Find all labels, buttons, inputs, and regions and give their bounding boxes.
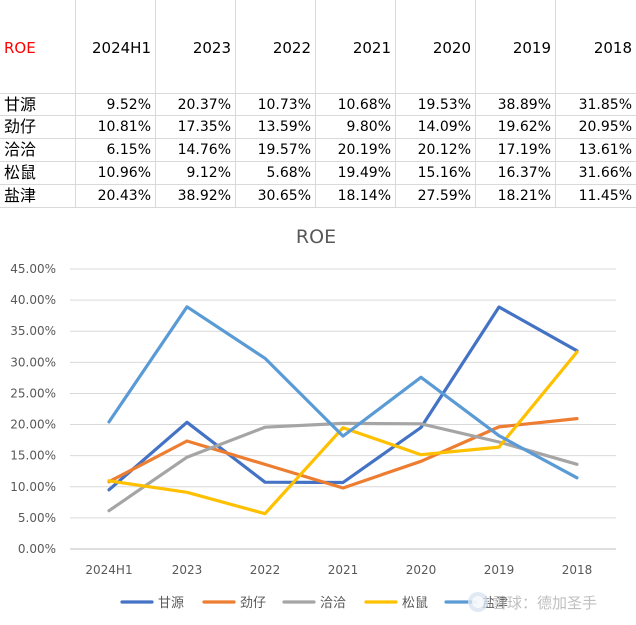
y-tick-label: 0.00% (18, 542, 56, 556)
x-tick-label: 2018 (562, 563, 593, 577)
table-cell: 9.80% (346, 119, 391, 135)
y-tick-label: 40.00% (10, 293, 56, 307)
table-column-header: 2018 (593, 39, 632, 57)
table-cell: 10.68% (337, 97, 391, 113)
legend-item: 甘源 (120, 596, 184, 611)
table-cell: 20.19% (337, 142, 391, 158)
table-cell: 9.12% (186, 165, 231, 181)
series-line-甘源 (107, 305, 579, 492)
table-cell: 19.62% (497, 119, 551, 135)
table-column-divider (395, 0, 396, 208)
legend-item: 松鼠 (364, 596, 428, 611)
legend-label: 甘源 (158, 596, 184, 611)
table-column-divider (155, 0, 156, 208)
legend-item: 劲仔 (202, 596, 266, 611)
table-row-divider (0, 138, 636, 139)
table-column-divider (475, 0, 476, 208)
series-line-洽洽 (107, 421, 579, 513)
y-tick-label: 25.00% (10, 386, 56, 400)
y-tick-label: 30.00% (10, 355, 56, 369)
data-table: ROE 2024H1 2023 2022 2021 2020 2019 2018 甘源 9.52%… (0, 0, 636, 208)
y-tick-label: 35.00% (10, 324, 56, 338)
table-cell: 15.16% (417, 165, 471, 181)
table-cell: 17.19% (497, 142, 551, 158)
roe-line-chart: ROE 0.00% 5.00% 10.00% 15.00% 20.00% 25.00% 30… (10, 226, 616, 612)
watermark-text: 雪球：德加圣手 (492, 594, 597, 612)
series-line-劲仔 (107, 417, 579, 490)
table-column-header: 2024H1 (92, 39, 151, 57)
table-row-label: 松鼠 (4, 163, 37, 182)
table-column-header: 2022 (272, 39, 311, 57)
table-cell: 27.59% (417, 188, 471, 204)
table-corner-label: ROE (4, 39, 36, 57)
table-cell: 5.68% (266, 165, 311, 181)
table-cell: 10.73% (257, 97, 311, 113)
x-tick-label: 2024H1 (85, 563, 132, 577)
y-tick-label: 45.00% (10, 262, 56, 276)
table-column-divider (235, 0, 236, 208)
x-tick-label: 2023 (172, 563, 203, 577)
x-tick-label: 2022 (250, 563, 281, 577)
table-row-label: 盐津 (4, 186, 37, 205)
table-cell: 20.95% (578, 119, 632, 135)
watermark: 雪球：德加圣手 (468, 592, 597, 612)
table-row-label: 洽洽 (4, 140, 37, 159)
y-tick-label: 10.00% (10, 480, 56, 494)
legend-label: 劲仔 (240, 596, 266, 611)
snowball-logo-icon (468, 592, 488, 612)
legend-item: 洽洽 (282, 596, 346, 611)
y-tick-label: 20.00% (10, 418, 56, 432)
table-cell: 17.35% (177, 119, 231, 135)
chart-title: ROE (296, 226, 336, 248)
table-cell: 16.37% (497, 165, 551, 181)
table-cell: 10.81% (97, 119, 151, 135)
x-tick-label: 2019 (484, 563, 515, 577)
table-column-divider (315, 0, 316, 208)
table-cell: 10.96% (97, 165, 151, 181)
x-tick-label: 2020 (406, 563, 437, 577)
table-cell: 6.15% (106, 142, 151, 158)
table-cell: 31.66% (578, 165, 632, 181)
table-cell: 18.14% (337, 188, 391, 204)
table-row-label: 劲仔 (4, 117, 37, 136)
table-cell: 20.37% (177, 97, 231, 113)
table-cell: 20.12% (417, 142, 471, 158)
table-cell: 19.57% (257, 142, 311, 158)
legend-label: 松鼠 (402, 596, 428, 611)
table-cell: 38.92% (177, 188, 231, 204)
table-column-divider (75, 0, 76, 208)
table-cell: 31.85% (578, 97, 632, 113)
table-column-header: 2021 (352, 39, 391, 57)
table-row-divider (0, 161, 636, 162)
table-column-header: 2020 (432, 39, 471, 57)
table-cell: 14.09% (417, 119, 471, 135)
table-column-header: 2019 (512, 39, 551, 57)
table-cell: 19.49% (337, 165, 391, 181)
table-cell: 13.59% (257, 119, 311, 135)
table-cell: 9.52% (106, 97, 151, 113)
table-cell: 30.65% (257, 188, 311, 204)
table-row-divider (0, 93, 636, 94)
table-cell: 14.76% (177, 142, 231, 158)
table-row-divider (0, 207, 636, 208)
legend-label: 盐津 (482, 596, 508, 611)
table-column-divider (555, 0, 556, 208)
series-line-盐津 (107, 305, 579, 480)
table-row-label: 甘源 (4, 95, 37, 114)
y-tick-label: 15.00% (10, 449, 56, 463)
table-cell: 18.21% (497, 188, 551, 204)
series-line-松鼠 (107, 350, 579, 516)
table-cell: 19.53% (417, 97, 471, 113)
table-cell: 20.43% (97, 188, 151, 204)
table-row-divider (0, 184, 636, 185)
table-column-header: 2023 (192, 39, 231, 57)
x-tick-label: 2021 (328, 563, 359, 577)
y-tick-label: 5.00% (18, 511, 56, 525)
table-row-divider (0, 115, 636, 116)
legend-label: 洽洽 (320, 596, 346, 611)
table-cell: 13.61% (578, 142, 632, 158)
table-cell: 38.89% (497, 97, 551, 113)
table-cell: 11.45% (578, 188, 632, 204)
